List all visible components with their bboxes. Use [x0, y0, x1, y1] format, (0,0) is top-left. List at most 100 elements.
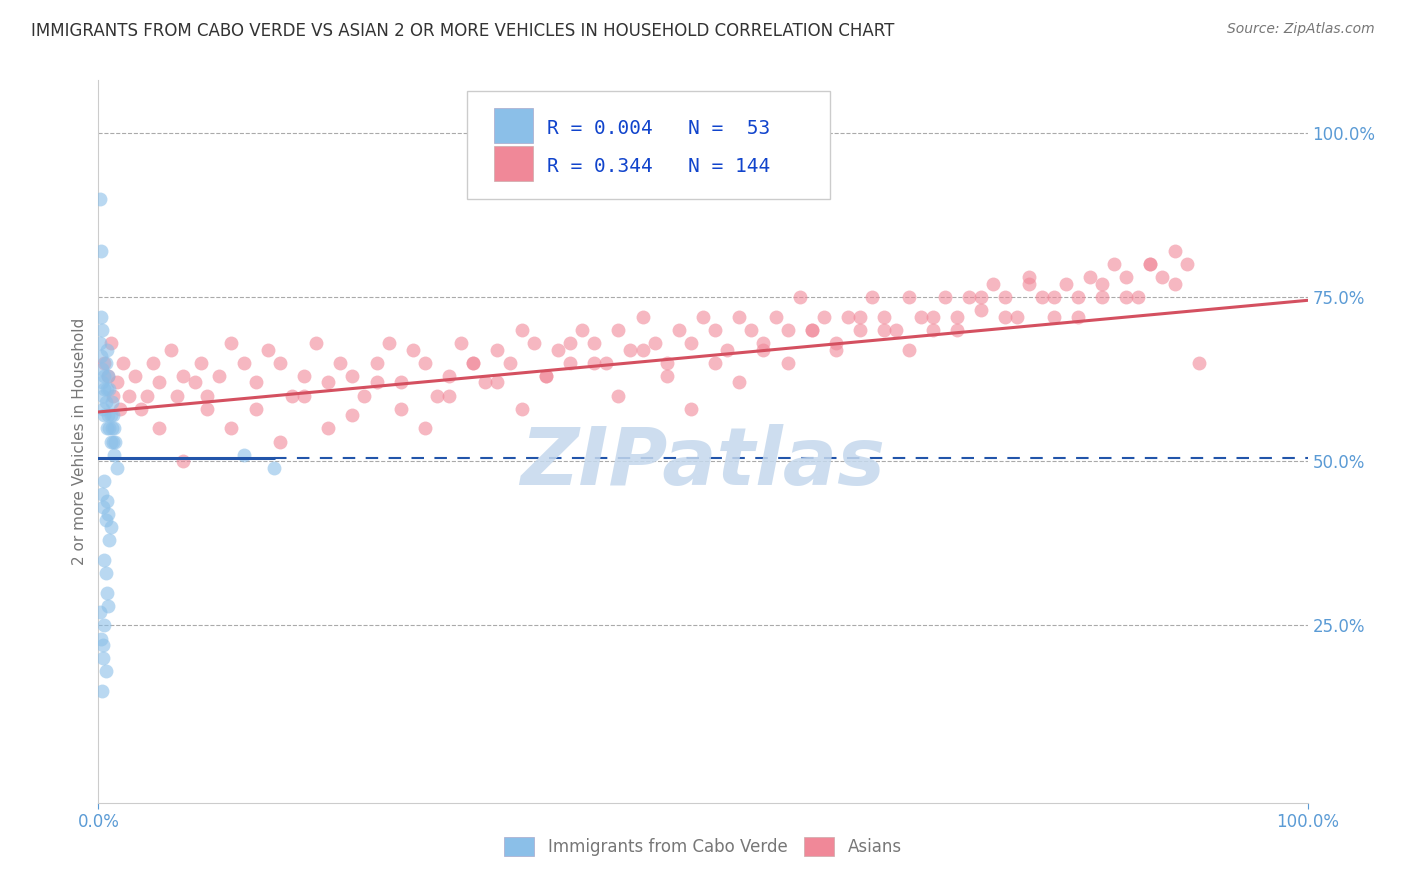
- Point: [1188, 356, 1211, 370]
- Point: [1042, 310, 1064, 324]
- Point: [90, 349, 112, 363]
- Point: [89, 605, 111, 619]
- Point: [91, 362, 114, 376]
- Point: [668, 323, 690, 337]
- Point: [1115, 290, 1137, 304]
- Point: [195, 388, 218, 402]
- Point: [100, 409, 122, 423]
- Point: [94, 566, 117, 580]
- Point: [142, 356, 165, 370]
- Point: [94, 513, 117, 527]
- Point: [98, 533, 121, 547]
- Point: [523, 336, 546, 351]
- Point: [1018, 277, 1040, 291]
- Point: [389, 401, 412, 416]
- Point: [655, 356, 678, 370]
- Point: [100, 421, 122, 435]
- Point: [583, 356, 606, 370]
- Point: [97, 507, 120, 521]
- Point: [96, 421, 118, 435]
- Point: [463, 356, 485, 370]
- Text: ZIPatlas: ZIPatlas: [520, 425, 886, 502]
- Point: [765, 310, 787, 324]
- Point: [897, 343, 920, 357]
- Point: [849, 310, 872, 324]
- Point: [994, 290, 1017, 304]
- Point: [1042, 290, 1064, 304]
- Point: [96, 382, 118, 396]
- Bar: [494, 146, 533, 181]
- Bar: [494, 108, 533, 143]
- Point: [595, 356, 617, 370]
- Point: [728, 310, 751, 324]
- Point: [245, 401, 267, 416]
- Point: [1175, 257, 1198, 271]
- Point: [1152, 270, 1174, 285]
- Point: [105, 376, 128, 390]
- Point: [849, 323, 872, 337]
- Point: [607, 323, 630, 337]
- Point: [837, 310, 859, 324]
- Point: [342, 409, 364, 423]
- Point: [101, 409, 124, 423]
- Point: [474, 376, 496, 390]
- Point: [873, 323, 896, 337]
- Point: [97, 599, 120, 613]
- Point: [245, 376, 267, 390]
- FancyBboxPatch shape: [467, 91, 830, 200]
- Point: [93, 382, 115, 396]
- Point: [655, 368, 678, 383]
- Point: [498, 356, 520, 370]
- Point: [316, 376, 339, 390]
- Point: [190, 356, 212, 370]
- Point: [813, 310, 835, 324]
- Point: [91, 401, 114, 416]
- Point: [93, 618, 115, 632]
- Point: [232, 356, 254, 370]
- Point: [91, 388, 114, 402]
- Point: [534, 368, 557, 383]
- Point: [402, 343, 425, 357]
- Point: [263, 460, 285, 475]
- Point: [101, 434, 124, 449]
- Point: [558, 336, 581, 351]
- Point: [776, 323, 799, 337]
- Point: [89, 192, 111, 206]
- Point: [232, 448, 254, 462]
- Point: [135, 388, 157, 402]
- Point: [172, 454, 194, 468]
- Point: [103, 421, 125, 435]
- Point: [510, 323, 533, 337]
- Text: R = 0.004   N =  53: R = 0.004 N = 53: [547, 120, 770, 138]
- Point: [94, 665, 117, 679]
- Point: [93, 368, 115, 383]
- Point: [103, 448, 125, 462]
- Text: R = 0.344   N = 144: R = 0.344 N = 144: [547, 158, 770, 177]
- Point: [1091, 277, 1114, 291]
- Point: [1054, 277, 1077, 291]
- Point: [94, 356, 117, 370]
- Point: [583, 336, 606, 351]
- Point: [957, 290, 980, 304]
- Point: [97, 368, 120, 383]
- Point: [172, 368, 194, 383]
- Point: [221, 421, 243, 435]
- Point: [970, 303, 993, 318]
- Point: [105, 460, 128, 475]
- Point: [91, 500, 114, 515]
- Point: [946, 310, 969, 324]
- Point: [281, 388, 304, 402]
- Point: [96, 343, 118, 357]
- Point: [195, 401, 218, 416]
- Point: [413, 356, 436, 370]
- Point: [91, 651, 114, 665]
- Point: [558, 356, 581, 370]
- Point: [292, 368, 315, 383]
- Point: [96, 493, 118, 508]
- Point: [1163, 244, 1185, 258]
- Text: Source: ZipAtlas.com: Source: ZipAtlas.com: [1227, 22, 1375, 37]
- Point: [329, 356, 352, 370]
- Point: [160, 343, 183, 357]
- Point: [90, 310, 112, 324]
- Point: [740, 323, 762, 337]
